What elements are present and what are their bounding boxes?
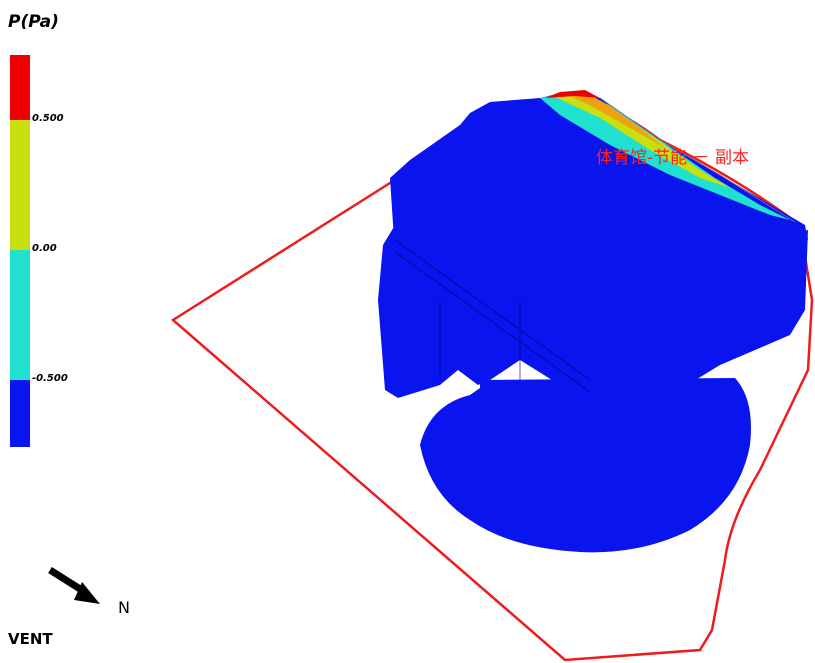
legend-band-red: [10, 55, 30, 120]
legend-tick-1: 0.00: [32, 243, 57, 254]
legend-tick-2: -0.500: [32, 373, 68, 384]
lower-round-mass: [420, 378, 751, 553]
legend-band-cyan: [10, 250, 30, 380]
model-label: 体育馆-节能 － 副本: [596, 148, 749, 168]
legend-band-yellow: [10, 120, 30, 250]
legend-tick-0: 0.500: [32, 113, 64, 124]
roof-edge-line: [599, 97, 796, 223]
legend-title: P(Pa): [8, 12, 59, 32]
north-arrow-icon: [48, 567, 100, 604]
legend-band-blue: [10, 380, 30, 447]
roof-pressure-red: [545, 90, 600, 98]
roof-pressure-orange: [568, 92, 665, 148]
north-label: N: [118, 598, 130, 617]
roof-pressure-yellow: [555, 92, 730, 188]
main-hall-roof: [390, 92, 808, 300]
mode-label: VENT: [8, 630, 53, 648]
facade-detail-lines: [394, 239, 591, 393]
